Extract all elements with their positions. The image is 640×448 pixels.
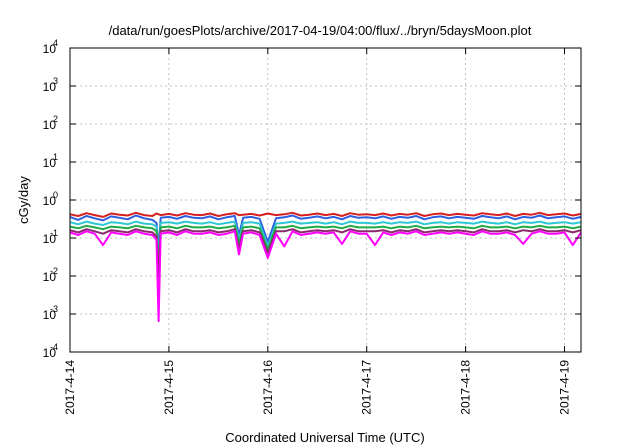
y-tick-label: 103	[43, 76, 58, 94]
x-tick-label: 2017-4-19	[558, 360, 572, 415]
y-tick-exponent: -4	[50, 342, 58, 352]
y-tick-exponent: 4	[53, 38, 58, 48]
y-tick-label: 101	[43, 152, 58, 170]
x-tick-label: 2017-4-17	[360, 360, 374, 415]
x-axis: 2017-4-14 2017-4-15 2017-4-16 2017-4-17 2017…	[63, 48, 572, 415]
y-axis-label: cGy/day	[16, 176, 31, 224]
y-tick-exponent: 0	[53, 190, 58, 200]
series-group	[69, 211, 582, 323]
series-line-3	[69, 220, 582, 259]
x-tick-label: 2017-4-16	[261, 360, 275, 415]
y-tick-label: 102	[43, 114, 58, 132]
x-tick-label: 2017-4-14	[63, 360, 77, 415]
x-axis-label: Coordinated Universal Time (UTC)	[225, 430, 424, 445]
grid	[69, 48, 581, 352]
y-tick-label: 100	[43, 190, 58, 208]
x-tick-label: 2017-4-18	[459, 360, 473, 415]
y-tick-exponent: 3	[53, 76, 58, 86]
y-tick-exponent: -3	[50, 304, 58, 314]
x-tick-label: 2017-4-15	[162, 360, 176, 415]
series-line-4	[69, 224, 582, 266]
y-tick-exponent: 2	[53, 114, 58, 124]
y-tick-label: 104	[43, 38, 58, 56]
y-tick-label: 10-3	[43, 304, 58, 322]
chart-title: /data/run/goesPlots/archive/2017-04-19/0…	[109, 23, 532, 38]
y-tick-label: 10-4	[43, 342, 58, 360]
series-line-5	[69, 228, 582, 277]
y-tick-exponent: -1	[50, 228, 58, 238]
series-line-6	[69, 230, 582, 323]
series-line-2	[69, 214, 582, 251]
y-tick-label: 10-1	[43, 228, 58, 246]
y-tick-exponent: 1	[53, 152, 58, 162]
series-line-1	[69, 211, 582, 218]
y-tick-label: 10-2	[43, 266, 58, 284]
y-tick-exponent: -2	[50, 266, 58, 276]
